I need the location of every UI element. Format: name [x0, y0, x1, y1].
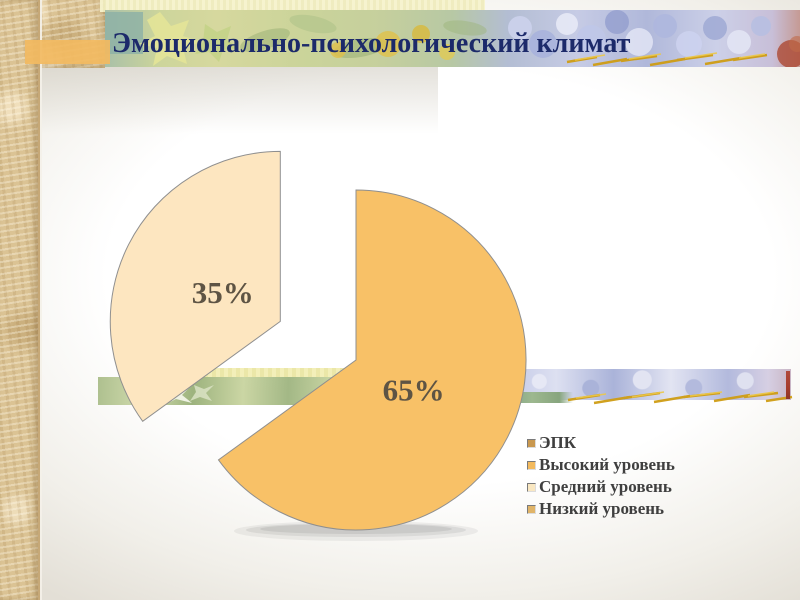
teal-block	[105, 12, 143, 54]
legend-item: Средний уровень	[527, 476, 727, 498]
pie-slice-0	[217, 189, 527, 531]
frond-icon	[443, 20, 487, 36]
pie-slice-1	[109, 150, 281, 422]
legend-marker-icon	[527, 460, 536, 470]
band-green-strip	[505, 392, 573, 403]
band-yellow-strip	[128, 368, 357, 378]
wheat-highlight-icon	[574, 52, 766, 61]
legend-label: ЭПК	[539, 433, 577, 452]
sunflower-icon	[439, 44, 455, 60]
orange-accent-bar	[25, 40, 110, 64]
frond-icon	[289, 14, 337, 34]
frond-icon	[240, 28, 290, 52]
legend-label: Низкий уровень	[539, 499, 665, 518]
decorative-leaf-banner	[105, 10, 800, 67]
flower-cluster-icon	[508, 10, 771, 58]
slide-title: Эмоционально-психологический климат	[112, 28, 631, 59]
legend-marker-icon	[527, 504, 536, 514]
sunflower-icon	[412, 25, 430, 43]
background-shade	[38, 64, 438, 134]
legend-label: Средний уровень	[539, 477, 672, 496]
pie-slice-label: 65%	[383, 372, 445, 407]
chart-legend: ЭПК Высокий уровень Средний уровень Низк…	[527, 432, 727, 520]
legend-item: Низкий уровень	[527, 498, 727, 520]
maple-leaf-icon	[139, 12, 201, 66]
frond-icon	[333, 37, 387, 59]
leaf-icon	[195, 24, 239, 62]
sunflower-icon	[375, 31, 401, 57]
legend-marker-icon	[527, 482, 536, 492]
legend-label: Высокий уровень	[539, 455, 675, 474]
banner-decoration-icon	[105, 10, 800, 67]
red-accent-blotch	[789, 36, 800, 52]
red-accent-sliver	[786, 371, 790, 399]
legend-item: ЭПК	[527, 432, 727, 454]
banner-top-strip	[100, 0, 485, 12]
legend-marker-icon	[527, 438, 536, 448]
pie-slice-label: 35%	[192, 275, 254, 310]
sunflower-icon	[330, 42, 346, 58]
left-border-strip	[0, 0, 40, 600]
legend-item: Высокий уровень	[527, 454, 727, 476]
